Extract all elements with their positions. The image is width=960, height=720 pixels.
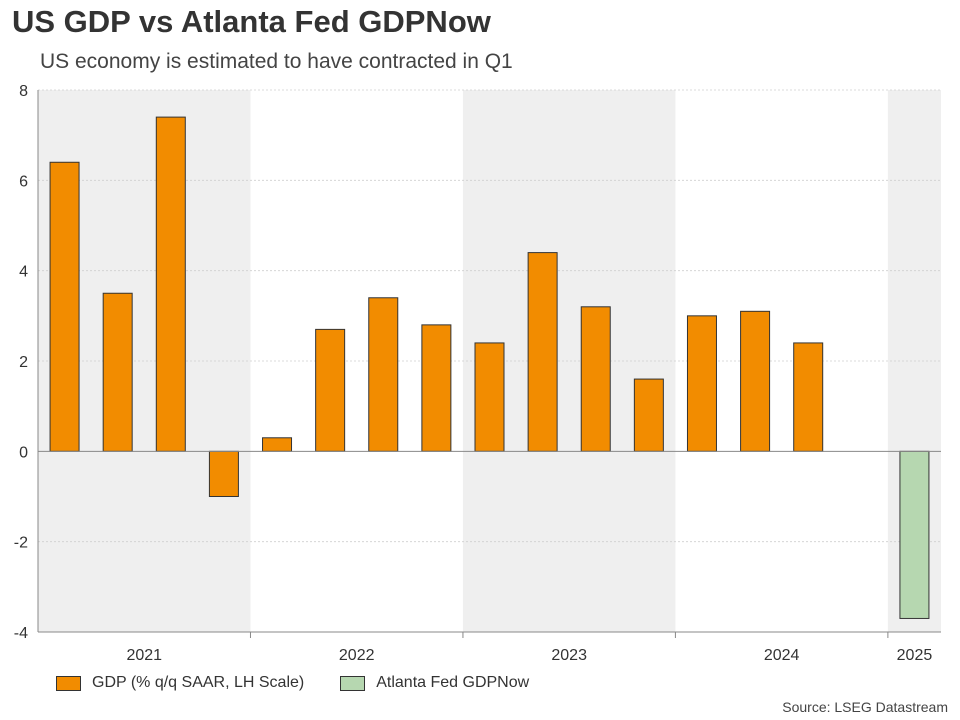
x-tick-label-2025: 2025 (897, 647, 933, 664)
y-tick-label: 4 (19, 264, 28, 281)
legend-label-gdp: GDP (% q/q SAAR, LH Scale) (92, 674, 305, 691)
y-tick-label: 8 (19, 83, 28, 100)
gdp-bar (315, 328, 346, 452)
gdp-bar (686, 315, 717, 452)
gdp-bar (580, 306, 611, 452)
y-tick-label: -4 (14, 625, 28, 642)
y-tick-label: 0 (19, 444, 28, 461)
legend-swatch-gdp (56, 675, 81, 691)
gdp-bar (740, 310, 771, 452)
legend: GDP (% q/q SAAR, LH Scale) Atlanta Fed G… (56, 672, 565, 694)
gdp-bar (262, 437, 293, 452)
y-tick-label: 6 (19, 173, 28, 190)
legend-item-gdp: GDP (% q/q SAAR, LH Scale) (56, 674, 304, 692)
gdp-bar (208, 450, 239, 498)
source-note: Source: LSEG Datastream (782, 699, 948, 715)
gdp-bar (633, 378, 664, 452)
chart-subtitle: US economy is estimated to have contract… (40, 50, 513, 73)
x-tick-label-2023: 2023 (551, 647, 587, 664)
x-tick-label-2021: 2021 (126, 647, 162, 664)
x-tick-label-2024: 2024 (764, 647, 800, 664)
x-tick-label-2022: 2022 (339, 647, 375, 664)
gdp-bar (793, 342, 824, 452)
chart-title: US GDP vs Atlanta Fed GDPNow (12, 4, 491, 39)
y-tick-label: -2 (14, 535, 28, 552)
gdp-bar (527, 252, 558, 452)
gdp-bar (368, 297, 399, 452)
gdp-bar (474, 342, 505, 452)
gdp-bar (102, 292, 133, 452)
gdp-bar (421, 324, 452, 452)
y-tick-label: 2 (19, 354, 28, 371)
legend-label-gdpnow: Atlanta Fed GDPNow (376, 674, 530, 691)
legend-item-gdpnow: Atlanta Fed GDPNow (340, 674, 529, 692)
gdp-bar (49, 161, 80, 452)
gdp-bar (155, 116, 186, 452)
gdpnow-bar (899, 450, 930, 619)
legend-swatch-gdpnow (340, 675, 366, 691)
